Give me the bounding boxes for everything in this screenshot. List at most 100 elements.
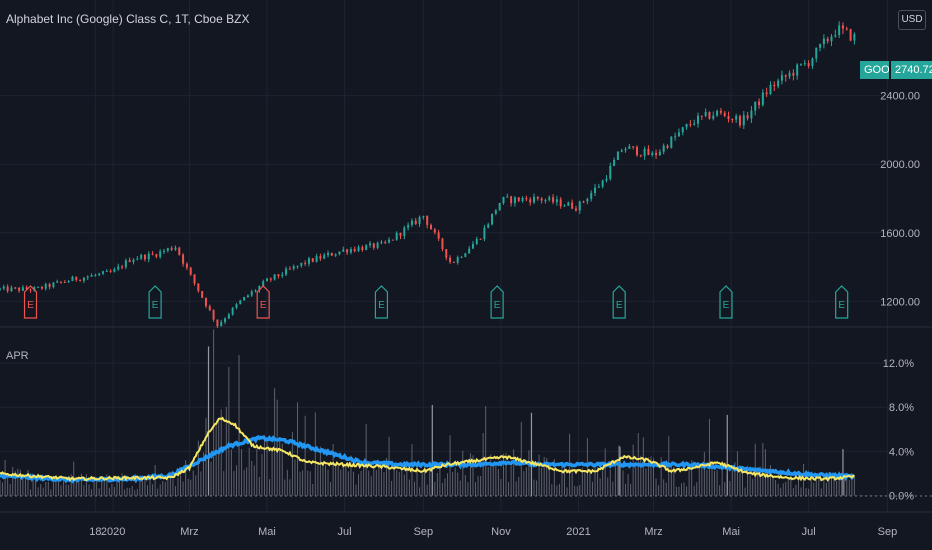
time-tick-label: Sep [878,526,898,538]
candle-body [685,124,688,128]
candle-body [628,146,631,149]
candle-body [323,255,326,259]
time-tick-label: Nov [491,526,511,538]
indicator-axis[interactable]: 0.0% 4.0% 8.0% 12.0% [883,358,914,502]
price-tick-label: 1600.00 [880,228,920,240]
candle-body [132,259,135,262]
candle-body [426,215,429,225]
indicator-tick-label: 0.0% [889,490,914,502]
currency-button[interactable]: USD [898,10,926,30]
candle-body [14,287,17,289]
earnings-marker: E [374,285,389,319]
earnings-badge-icon [719,285,733,319]
candle-body [10,287,13,292]
candle-body [651,152,654,155]
candle-body [315,256,318,262]
apr-yellow-line [0,416,855,482]
candle-body [60,281,63,283]
earnings-label: E [494,300,501,311]
candle-body [334,254,337,256]
candle-body [2,286,5,289]
candle-body [552,197,555,203]
candle-body [395,232,398,240]
candle-body [826,38,829,42]
chart-title: Alphabet Inc (Google) Class C, 1T, Cboe … [6,12,250,26]
candle-body [437,232,440,239]
candle-body [780,75,783,81]
earnings-badge-icon [612,285,626,319]
candle-body [475,238,478,244]
candle-body [594,187,597,194]
candle-body [124,260,127,268]
candle-body [727,115,730,120]
candle-body [414,220,417,224]
candle-body [494,210,497,214]
candle-body [830,36,833,42]
candle-body [224,318,227,322]
candle-body [277,274,280,276]
candle-body [304,262,307,264]
candle-body [483,227,486,239]
candle-body [674,136,677,138]
candle-body [777,80,780,87]
grid-lines [0,0,890,512]
candle-body [361,247,364,251]
candle-body [819,44,822,48]
earnings-badge-icon [256,285,270,319]
candle-body [25,287,28,290]
candle-body [311,258,314,262]
candle-body [71,276,74,282]
volatility-histogram [0,329,855,496]
candle-body [697,115,700,124]
candle-body [98,273,101,275]
candle-body [330,253,333,256]
candle-body [0,288,1,290]
candle-body [746,115,749,119]
candle-body [632,146,635,148]
candle-body [578,201,581,211]
time-tick-label: Mrz [180,526,198,538]
candle-body [845,28,848,30]
earnings-label: E [27,300,34,311]
candle-body [479,238,482,240]
time-tick-label: Sep [414,526,434,538]
candle-body [502,197,505,203]
time-tick-label: 2020 [101,526,125,538]
time-axis[interactable]: 18 2020 Mrz Mai Jul Sep Nov 2021 Mrz Mai Jul Sep [89,526,897,538]
candle-body [300,262,303,266]
candle-body [517,197,520,201]
candle-body [327,253,330,256]
tag-separator [889,61,891,79]
candle-body [6,286,9,292]
candle-body [655,152,658,156]
candle-body [838,25,841,35]
candle-body [700,115,703,117]
candle-body [803,63,806,65]
candle-body [750,110,753,119]
indicator-name[interactable]: APR [6,350,29,362]
candle-body [159,251,162,257]
candle-body [533,196,535,203]
candle-body [468,248,471,254]
candle-body [422,215,425,218]
candle-body [597,186,600,188]
candle-body [388,239,391,243]
candle-body [574,208,577,211]
candle-body [620,150,623,152]
candle-body [48,283,51,288]
earnings-marker: E [256,285,270,319]
candle-body [544,200,547,202]
candle-body [410,220,413,225]
candle-body [29,289,32,291]
candle-body [788,72,791,77]
indicator-tick-label: 12.0% [883,358,914,370]
candle-body [273,274,276,280]
candle-body [784,75,787,77]
candle-body [841,25,844,29]
price-axis[interactable]: 1200.00 1600.00 2000.00 2400.00 [880,91,920,309]
candle-body [670,136,673,148]
candle-body [731,119,734,121]
time-tick-label: 2021 [566,526,590,538]
candle-body [166,248,169,251]
